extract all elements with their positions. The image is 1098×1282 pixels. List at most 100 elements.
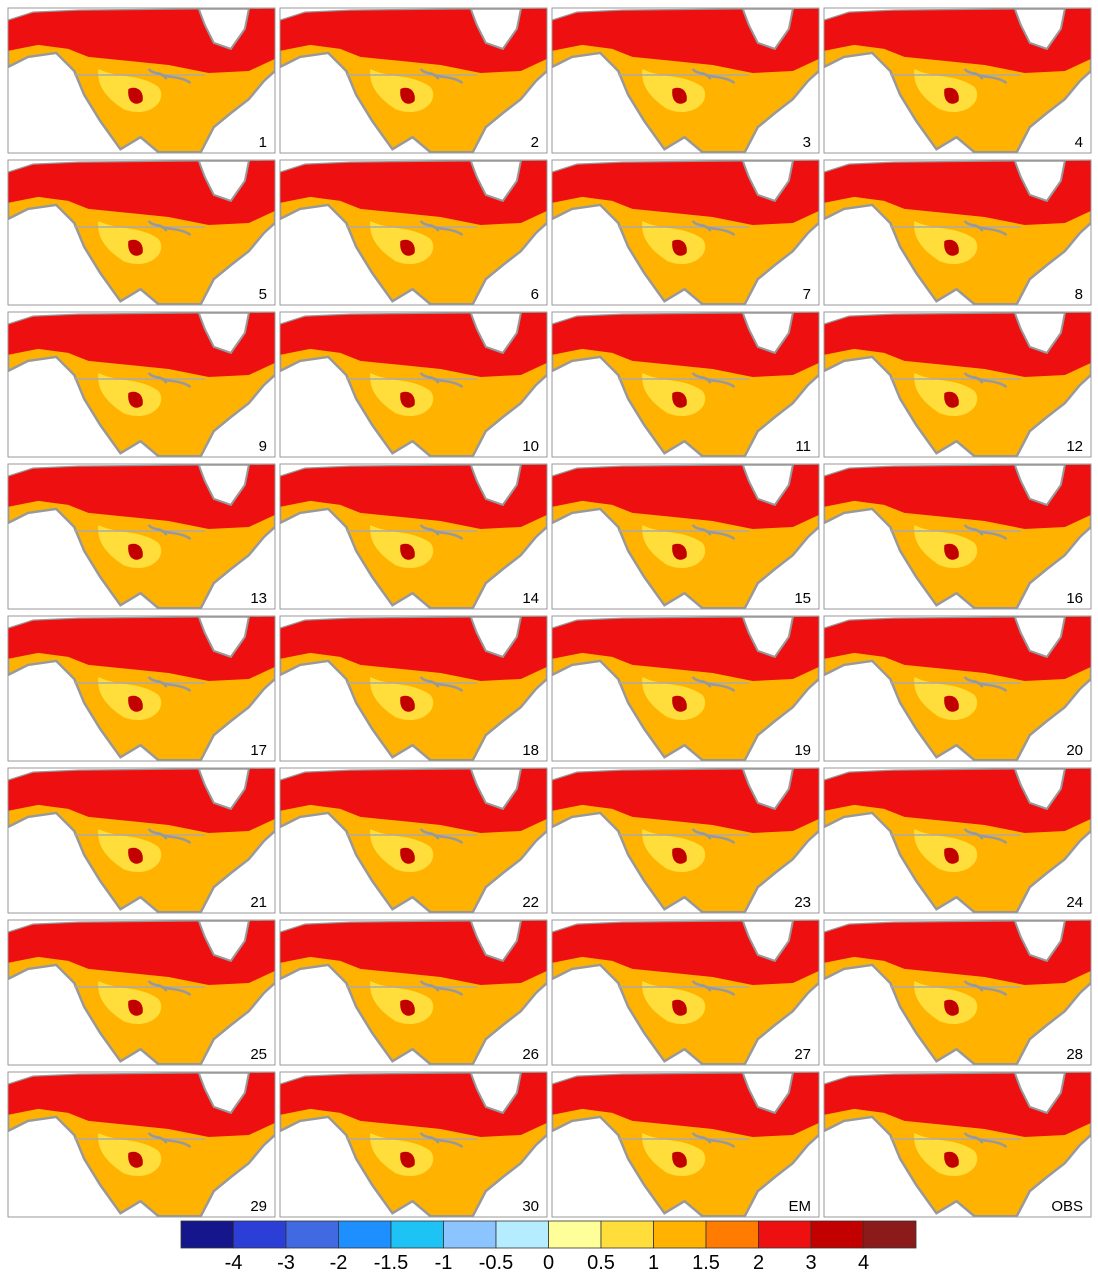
color-box: [285, 1220, 339, 1249]
map: [280, 464, 547, 609]
map-panel: 27: [551, 919, 820, 1066]
panel-frame: [7, 463, 276, 610]
map: [280, 616, 547, 761]
map-panel: 20: [823, 615, 1092, 762]
map-panel: 10: [279, 311, 548, 458]
map: [552, 768, 819, 913]
panel-frame: [7, 159, 276, 306]
map: [8, 1072, 275, 1217]
map: [8, 312, 275, 457]
colorbar-tick-label: -3: [277, 1252, 295, 1274]
panel-frame: [823, 1071, 1092, 1218]
panel-label: 19: [794, 742, 811, 759]
map-panel: 15: [551, 463, 820, 610]
panel-frame: [823, 615, 1092, 762]
panel-label: 10: [522, 438, 539, 455]
panel-label: 29: [250, 1198, 267, 1215]
map: [552, 160, 819, 305]
panel-frame: [279, 919, 548, 1066]
map: [8, 920, 275, 1065]
map-panel: 13: [7, 463, 276, 610]
panel-label: 17: [250, 742, 267, 759]
color-box: [810, 1220, 864, 1249]
map: [552, 616, 819, 761]
map-panel: 28: [823, 919, 1092, 1066]
map: [552, 312, 819, 457]
panel-frame: [551, 463, 820, 610]
panel-label: 7: [803, 286, 811, 303]
panel-label: 20: [1066, 742, 1083, 759]
map-panel: 6: [279, 159, 548, 306]
panel-label: 27: [794, 1046, 811, 1063]
panel-frame: [279, 767, 548, 914]
map: [824, 8, 1091, 153]
map-panel: 23: [551, 767, 820, 914]
panel-label: 21: [250, 894, 267, 911]
map: [552, 1072, 819, 1217]
panel-label: 11: [795, 438, 811, 455]
colorbar-tick-label: -1.5: [374, 1252, 408, 1274]
panel-frame: [279, 615, 548, 762]
panel-frame: [551, 919, 820, 1066]
colorbar-tick-label: -2: [330, 1252, 348, 1274]
colorbar-tick-label: 4: [858, 1252, 869, 1274]
panel-frame: [279, 159, 548, 306]
map-panel: 9: [7, 311, 276, 458]
map: [824, 616, 1091, 761]
panel-frame: [279, 1071, 548, 1218]
map: [280, 768, 547, 913]
map: [552, 920, 819, 1065]
panel-frame: [551, 615, 820, 762]
map-panel: 18: [279, 615, 548, 762]
color-box: [390, 1220, 444, 1249]
map-panel: 30: [279, 1071, 548, 1218]
panel-frame: [7, 767, 276, 914]
colorbar-tick-label: 1.5: [692, 1252, 720, 1274]
panel-label: 9: [259, 438, 267, 455]
panel-frame: [823, 463, 1092, 610]
panel-label: 25: [250, 1046, 267, 1063]
panel-frame: [823, 7, 1092, 154]
colorbar-tick-label: 2: [753, 1252, 764, 1274]
panel-label: 18: [522, 742, 539, 759]
map: [824, 920, 1091, 1065]
panel-frame: [7, 919, 276, 1066]
panel-frame: [551, 767, 820, 914]
panel-label: 5: [259, 286, 267, 303]
color-box: [758, 1220, 812, 1249]
panel-frame: [551, 159, 820, 306]
map-panel: 2: [279, 7, 548, 154]
map-panel: 29: [7, 1071, 276, 1218]
map: [280, 1072, 547, 1217]
panel-frame: [7, 7, 276, 154]
map: [552, 8, 819, 153]
map-panel: 5: [7, 159, 276, 306]
map-panel: 24: [823, 767, 1092, 914]
panel-label: OBS: [1051, 1198, 1083, 1215]
panel-label: 3: [803, 134, 811, 151]
panel-frame: [551, 311, 820, 458]
panel-frame: [823, 767, 1092, 914]
color-box: [863, 1220, 917, 1249]
panel-frame: [279, 7, 548, 154]
color-box: [495, 1220, 549, 1249]
map-panel: 3: [551, 7, 820, 154]
colorbar-tick-label: 0: [543, 1252, 554, 1274]
panel-label: EM: [789, 1198, 812, 1215]
panel-label: 28: [1066, 1046, 1083, 1063]
map: [8, 160, 275, 305]
color-box: [600, 1220, 654, 1249]
map: [824, 312, 1091, 457]
map: [824, 464, 1091, 609]
map-panel: 26: [279, 919, 548, 1066]
map-panel: OBS: [823, 1071, 1092, 1218]
panel-label: 14: [522, 590, 539, 607]
map: [8, 464, 275, 609]
map-panel: 16: [823, 463, 1092, 610]
panel-label: 8: [1075, 286, 1083, 303]
panel-label: 30: [522, 1198, 539, 1215]
panel-frame: [279, 311, 548, 458]
color-box: [338, 1220, 392, 1249]
